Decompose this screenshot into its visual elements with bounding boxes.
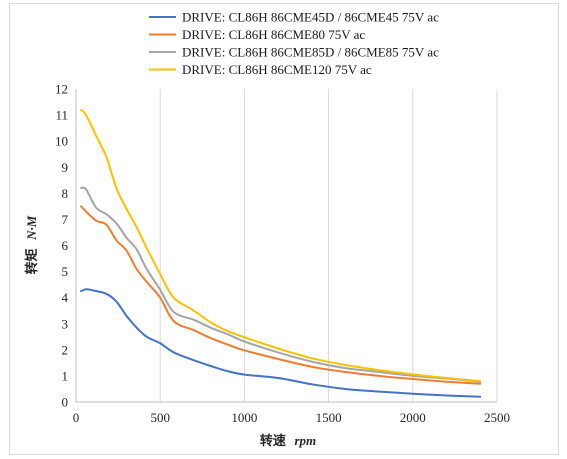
y-tick-label-1: 1 <box>62 368 69 383</box>
y-tick-label-5: 5 <box>62 264 69 279</box>
legend: DRIVE: CL86H 86CME45D / 86CME45 75V ac DR… <box>149 10 439 77</box>
legend-entry-4: DRIVE: CL86H 86CME120 75V ac <box>182 62 372 77</box>
legend-entry-1: DRIVE: CL86H 86CME45D / 86CME45 75V ac <box>182 10 439 25</box>
x-tick-label-1500: 1500 <box>316 410 342 425</box>
y-tick-label-10: 10 <box>55 134 68 149</box>
legend-entry-2: DRIVE: CL86H 86CME80 75V ac <box>182 27 365 42</box>
y-tick-label-2: 2 <box>62 342 69 357</box>
y-tick-label-6: 6 <box>62 238 69 253</box>
y-tick-label-11: 11 <box>55 108 68 123</box>
y-tick-label-0: 0 <box>62 395 69 410</box>
y-axis-label: 转矩 N·M <box>24 215 40 274</box>
legend-entry-3: DRIVE: CL86H 86CME85D / 86CME85 75V ac <box>182 45 439 60</box>
x-tick-label-500: 500 <box>150 410 170 425</box>
x-tick-label-0: 0 <box>73 410 80 425</box>
series-group <box>80 108 482 398</box>
y-tick-label-12: 12 <box>55 82 68 97</box>
y-axis-label-prefix: 转矩 <box>24 248 40 274</box>
y-tick-label-7: 7 <box>62 212 69 227</box>
x-axis-label: 转速 rpm <box>260 433 316 449</box>
chart-frame <box>9 3 559 455</box>
axis-labels: 转速 rpm 转矩 N·M <box>24 215 316 449</box>
y-tick-label-8: 8 <box>62 186 69 201</box>
x-tick-label-2500: 2500 <box>484 410 510 425</box>
x-axis-label-prefix: 转速 <box>260 433 286 449</box>
x-tick-label-1000: 1000 <box>231 410 257 425</box>
x-tick-label-2000: 2000 <box>400 410 426 425</box>
x-axis-label-unit: rpm <box>294 433 316 448</box>
y-tick-label-3: 3 <box>62 316 69 331</box>
series-line-3 <box>80 186 482 383</box>
grid-lines <box>159 89 498 402</box>
series-line-2 <box>80 205 482 385</box>
y-tick-label-4: 4 <box>62 290 69 305</box>
y-tick-label-9: 9 <box>62 160 69 175</box>
series-line-1 <box>80 288 482 398</box>
y-axis-label-unit: N·M <box>24 215 39 241</box>
series-line-4 <box>80 108 482 383</box>
